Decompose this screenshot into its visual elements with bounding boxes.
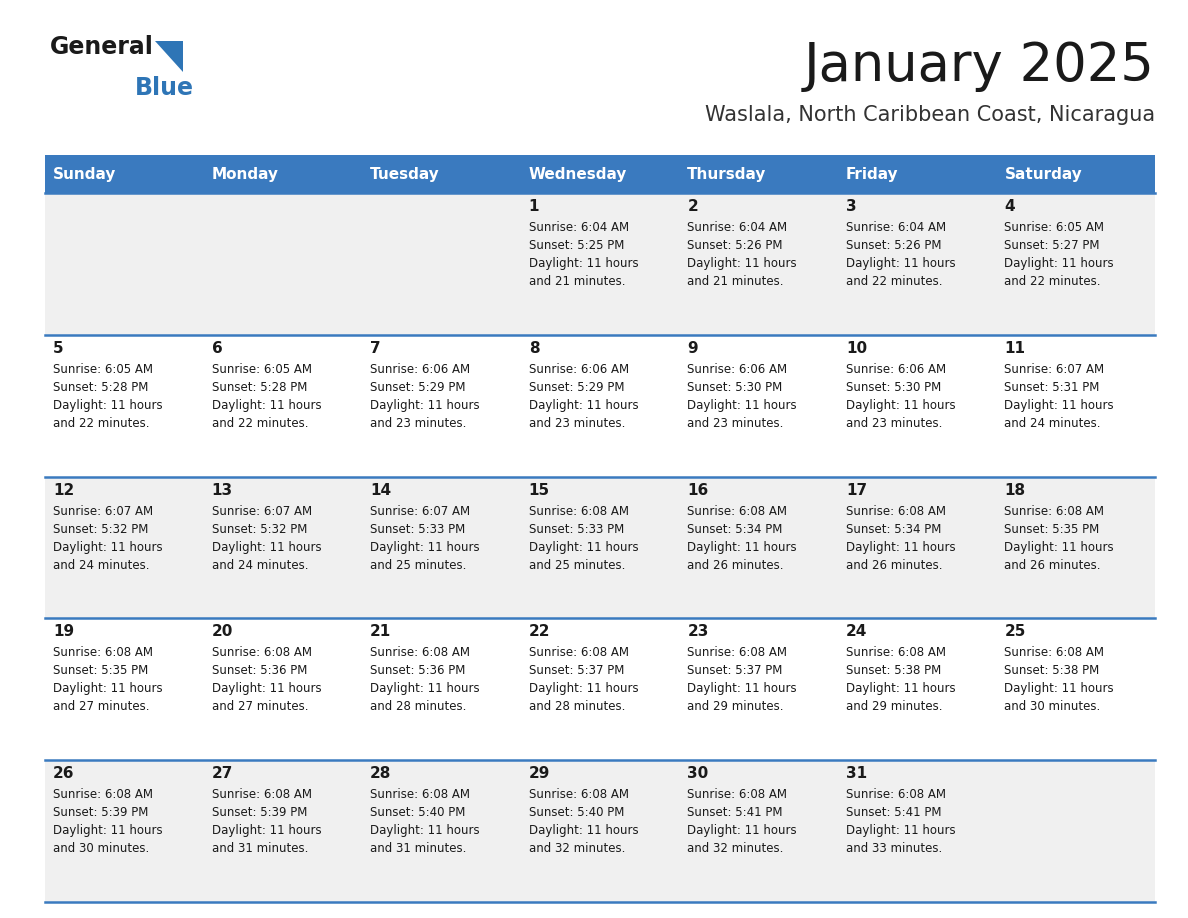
Text: 28: 28 [371, 767, 392, 781]
Text: Blue: Blue [135, 76, 194, 100]
Text: Sunrise: 6:07 AM
Sunset: 5:33 PM
Daylight: 11 hours
and 25 minutes.: Sunrise: 6:07 AM Sunset: 5:33 PM Dayligh… [371, 505, 480, 572]
Text: 6: 6 [211, 341, 222, 356]
Polygon shape [154, 41, 183, 72]
Text: Sunrise: 6:08 AM
Sunset: 5:36 PM
Daylight: 11 hours
and 27 minutes.: Sunrise: 6:08 AM Sunset: 5:36 PM Dayligh… [211, 646, 321, 713]
Text: 14: 14 [371, 483, 391, 498]
Text: 2: 2 [688, 199, 699, 214]
Bar [45, 335, 1155, 476]
Text: 13: 13 [211, 483, 233, 498]
Text: 24: 24 [846, 624, 867, 640]
Text: 5: 5 [53, 341, 64, 356]
Text: Sunrise: 6:08 AM
Sunset: 5:33 PM
Daylight: 11 hours
and 25 minutes.: Sunrise: 6:08 AM Sunset: 5:33 PM Dayligh… [529, 505, 638, 572]
Text: Sunrise: 6:07 AM
Sunset: 5:31 PM
Daylight: 11 hours
and 24 minutes.: Sunrise: 6:07 AM Sunset: 5:31 PM Dayligh… [1004, 363, 1114, 430]
Text: Thursday: Thursday [688, 166, 766, 182]
Text: 17: 17 [846, 483, 867, 498]
Bar [45, 619, 1155, 760]
Text: 23: 23 [688, 624, 709, 640]
Text: Sunrise: 6:08 AM
Sunset: 5:41 PM
Daylight: 11 hours
and 33 minutes.: Sunrise: 6:08 AM Sunset: 5:41 PM Dayligh… [846, 789, 955, 856]
Text: 26: 26 [53, 767, 75, 781]
Text: Sunrise: 6:05 AM
Sunset: 5:27 PM
Daylight: 11 hours
and 22 minutes.: Sunrise: 6:05 AM Sunset: 5:27 PM Dayligh… [1004, 221, 1114, 288]
Text: Sunrise: 6:06 AM
Sunset: 5:30 PM
Daylight: 11 hours
and 23 minutes.: Sunrise: 6:06 AM Sunset: 5:30 PM Dayligh… [846, 363, 955, 430]
Text: 22: 22 [529, 624, 550, 640]
Text: Sunrise: 6:08 AM
Sunset: 5:35 PM
Daylight: 11 hours
and 27 minutes.: Sunrise: 6:08 AM Sunset: 5:35 PM Dayligh… [53, 646, 163, 713]
Text: General: General [50, 35, 154, 59]
Text: Wednesday: Wednesday [529, 166, 627, 182]
Text: 8: 8 [529, 341, 539, 356]
Text: Sunrise: 6:05 AM
Sunset: 5:28 PM
Daylight: 11 hours
and 22 minutes.: Sunrise: 6:05 AM Sunset: 5:28 PM Dayligh… [53, 363, 163, 430]
Text: Sunrise: 6:07 AM
Sunset: 5:32 PM
Daylight: 11 hours
and 24 minutes.: Sunrise: 6:07 AM Sunset: 5:32 PM Dayligh… [53, 505, 163, 572]
Bar [45, 476, 1155, 619]
Bar [45, 760, 1155, 902]
Text: January 2025: January 2025 [804, 40, 1155, 92]
Text: Waslala, North Caribbean Coast, Nicaragua: Waslala, North Caribbean Coast, Nicaragu… [704, 105, 1155, 125]
Text: Sunrise: 6:08 AM
Sunset: 5:34 PM
Daylight: 11 hours
and 26 minutes.: Sunrise: 6:08 AM Sunset: 5:34 PM Dayligh… [688, 505, 797, 572]
Bar [45, 155, 1155, 193]
Text: Sunrise: 6:08 AM
Sunset: 5:38 PM
Daylight: 11 hours
and 30 minutes.: Sunrise: 6:08 AM Sunset: 5:38 PM Dayligh… [1004, 646, 1114, 713]
Text: Tuesday: Tuesday [371, 166, 440, 182]
Text: Sunrise: 6:08 AM
Sunset: 5:35 PM
Daylight: 11 hours
and 26 minutes.: Sunrise: 6:08 AM Sunset: 5:35 PM Dayligh… [1004, 505, 1114, 572]
Text: Sunrise: 6:06 AM
Sunset: 5:29 PM
Daylight: 11 hours
and 23 minutes.: Sunrise: 6:06 AM Sunset: 5:29 PM Dayligh… [371, 363, 480, 430]
Text: Sunrise: 6:08 AM
Sunset: 5:37 PM
Daylight: 11 hours
and 28 minutes.: Sunrise: 6:08 AM Sunset: 5:37 PM Dayligh… [529, 646, 638, 713]
Text: 19: 19 [53, 624, 74, 640]
Text: Sunday: Sunday [53, 166, 116, 182]
Text: Sunrise: 6:08 AM
Sunset: 5:39 PM
Daylight: 11 hours
and 31 minutes.: Sunrise: 6:08 AM Sunset: 5:39 PM Dayligh… [211, 789, 321, 856]
Text: Sunrise: 6:08 AM
Sunset: 5:41 PM
Daylight: 11 hours
and 32 minutes.: Sunrise: 6:08 AM Sunset: 5:41 PM Dayligh… [688, 789, 797, 856]
Text: Sunrise: 6:04 AM
Sunset: 5:26 PM
Daylight: 11 hours
and 21 minutes.: Sunrise: 6:04 AM Sunset: 5:26 PM Dayligh… [688, 221, 797, 288]
Text: 16: 16 [688, 483, 708, 498]
Text: Sunrise: 6:08 AM
Sunset: 5:37 PM
Daylight: 11 hours
and 29 minutes.: Sunrise: 6:08 AM Sunset: 5:37 PM Dayligh… [688, 646, 797, 713]
Text: 21: 21 [371, 624, 391, 640]
Text: 25: 25 [1004, 624, 1025, 640]
Text: Sunrise: 6:08 AM
Sunset: 5:34 PM
Daylight: 11 hours
and 26 minutes.: Sunrise: 6:08 AM Sunset: 5:34 PM Dayligh… [846, 505, 955, 572]
Text: Sunrise: 6:06 AM
Sunset: 5:30 PM
Daylight: 11 hours
and 23 minutes.: Sunrise: 6:06 AM Sunset: 5:30 PM Dayligh… [688, 363, 797, 430]
Text: 3: 3 [846, 199, 857, 214]
Text: 27: 27 [211, 767, 233, 781]
Text: 11: 11 [1004, 341, 1025, 356]
Text: Sunrise: 6:04 AM
Sunset: 5:26 PM
Daylight: 11 hours
and 22 minutes.: Sunrise: 6:04 AM Sunset: 5:26 PM Dayligh… [846, 221, 955, 288]
Text: 15: 15 [529, 483, 550, 498]
Text: Saturday: Saturday [1004, 166, 1082, 182]
Text: Sunrise: 6:08 AM
Sunset: 5:38 PM
Daylight: 11 hours
and 29 minutes.: Sunrise: 6:08 AM Sunset: 5:38 PM Dayligh… [846, 646, 955, 713]
Text: Sunrise: 6:04 AM
Sunset: 5:25 PM
Daylight: 11 hours
and 21 minutes.: Sunrise: 6:04 AM Sunset: 5:25 PM Dayligh… [529, 221, 638, 288]
Text: 9: 9 [688, 341, 697, 356]
Text: 20: 20 [211, 624, 233, 640]
Text: 31: 31 [846, 767, 867, 781]
Text: 4: 4 [1004, 199, 1015, 214]
Text: 29: 29 [529, 767, 550, 781]
Text: Sunrise: 6:06 AM
Sunset: 5:29 PM
Daylight: 11 hours
and 23 minutes.: Sunrise: 6:06 AM Sunset: 5:29 PM Dayligh… [529, 363, 638, 430]
Text: 10: 10 [846, 341, 867, 356]
Text: Sunrise: 6:08 AM
Sunset: 5:40 PM
Daylight: 11 hours
and 31 minutes.: Sunrise: 6:08 AM Sunset: 5:40 PM Dayligh… [371, 789, 480, 856]
Text: Sunrise: 6:05 AM
Sunset: 5:28 PM
Daylight: 11 hours
and 22 minutes.: Sunrise: 6:05 AM Sunset: 5:28 PM Dayligh… [211, 363, 321, 430]
Text: 12: 12 [53, 483, 74, 498]
Text: 1: 1 [529, 199, 539, 214]
Text: 30: 30 [688, 767, 708, 781]
Text: Sunrise: 6:07 AM
Sunset: 5:32 PM
Daylight: 11 hours
and 24 minutes.: Sunrise: 6:07 AM Sunset: 5:32 PM Dayligh… [211, 505, 321, 572]
Text: 7: 7 [371, 341, 381, 356]
Text: Sunrise: 6:08 AM
Sunset: 5:39 PM
Daylight: 11 hours
and 30 minutes.: Sunrise: 6:08 AM Sunset: 5:39 PM Dayligh… [53, 789, 163, 856]
Text: Monday: Monday [211, 166, 278, 182]
Text: 18: 18 [1004, 483, 1025, 498]
Bar [45, 193, 1155, 335]
Text: Friday: Friday [846, 166, 898, 182]
Text: Sunrise: 6:08 AM
Sunset: 5:36 PM
Daylight: 11 hours
and 28 minutes.: Sunrise: 6:08 AM Sunset: 5:36 PM Dayligh… [371, 646, 480, 713]
Text: Sunrise: 6:08 AM
Sunset: 5:40 PM
Daylight: 11 hours
and 32 minutes.: Sunrise: 6:08 AM Sunset: 5:40 PM Dayligh… [529, 789, 638, 856]
